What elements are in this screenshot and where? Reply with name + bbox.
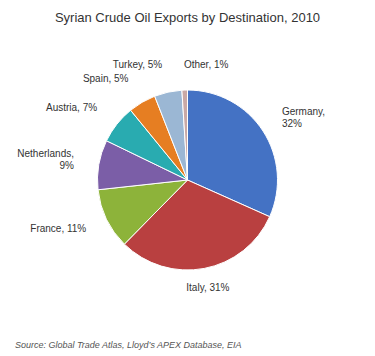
slice-label: France, 11% [30,223,86,234]
slice [155,90,188,180]
slice-label: Spain, 5% [83,73,129,84]
title: Syrian Crude Oil Exports by Destination,… [55,10,320,25]
slice-label: Other, 1% [184,58,229,69]
slice-label: Netherlands,9% [17,148,74,171]
slice [182,90,188,180]
chart: Syrian Crude Oil Exports by Destination,… [0,0,375,356]
slice-label-line: Netherlands, [17,148,74,159]
slice-label: Turkey, 5% [113,59,163,70]
slice-label: Austria, 7% [46,102,97,113]
slice-label: Italy, 31% [186,282,229,293]
slice-label: Germany,32% [282,106,325,129]
slice [98,180,187,244]
source-note: Source: Global Trade Atlas, Lloyd’s APEX… [15,340,242,350]
slice-label-line: Turkey, 5% [113,59,163,70]
slice-label-line: 9% [60,160,75,171]
slice-label-line: Italy, 31% [186,282,229,293]
slice-label-line: Germany, [282,106,325,117]
slice-label-line: Spain, 5% [83,73,129,84]
slice-label-line: Other, 1% [184,58,229,69]
slice-label-line: Austria, 7% [46,102,97,113]
slice-label-line: 32% [282,118,302,129]
labels: Germany,32% Italy, 31% France, 11% Netherla… [17,58,325,292]
slice-label-line: France, 11% [30,223,86,234]
pie [98,90,278,270]
